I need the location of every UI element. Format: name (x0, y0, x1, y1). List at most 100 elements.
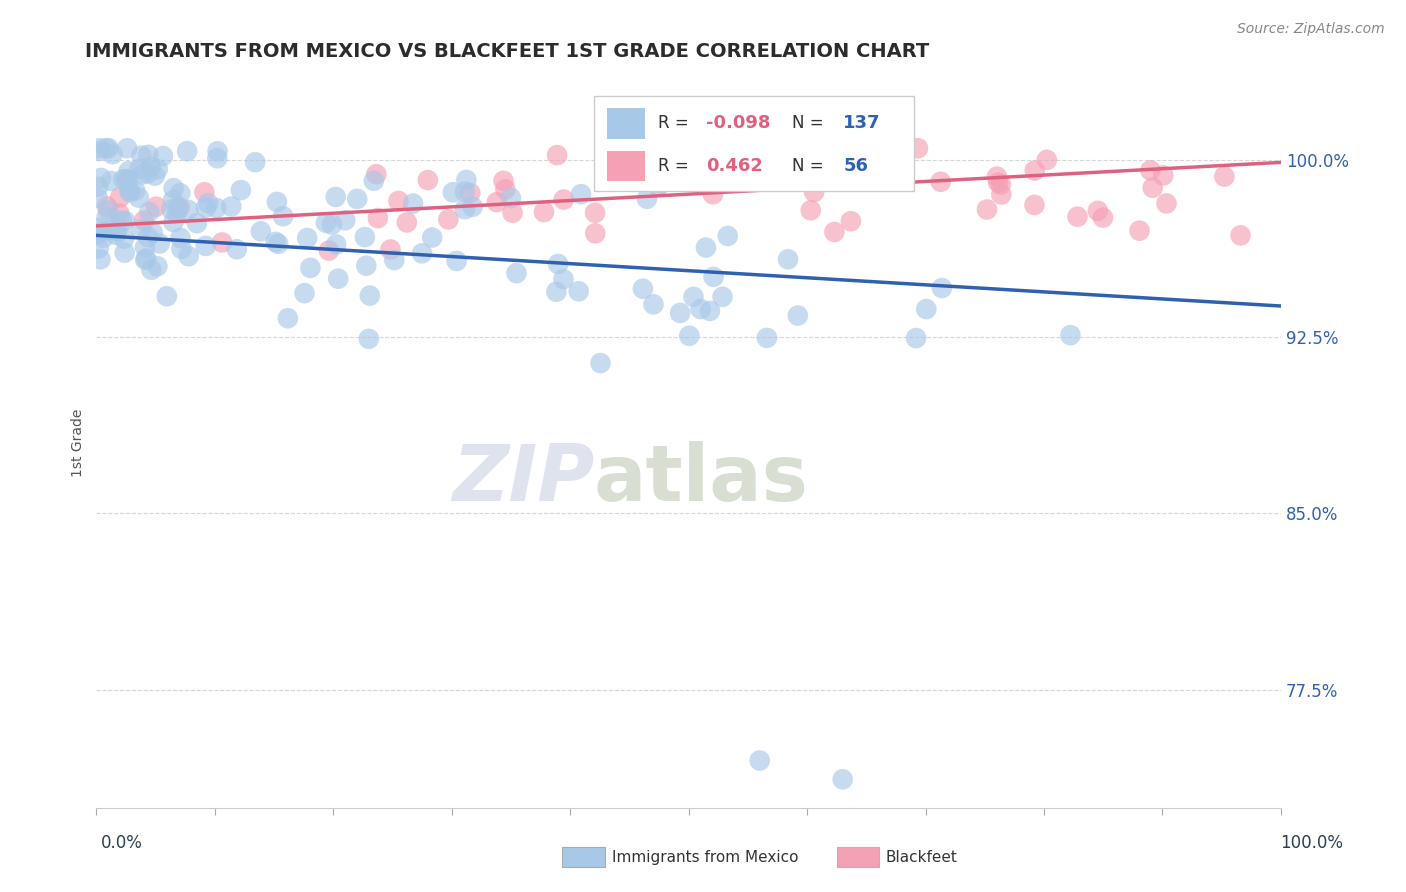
Point (695, 241, 717, 255)
Point (205, 201, 228, 215)
Point (299, 260, 322, 275)
Point (832, 169, 855, 183)
Point (699, 304, 721, 318)
Point (929, 175, 952, 189)
Point (135, 252, 157, 266)
Point (98, 223, 121, 237)
Point (387, 194, 409, 208)
Point (96, 199, 118, 213)
Point (267, 236, 290, 251)
Point (682, 290, 704, 304)
Point (134, 240, 156, 254)
Point (357, 332, 380, 346)
Point (416, 173, 439, 187)
Point (193, 186, 215, 200)
Point (117, 172, 139, 186)
Point (142, 226, 165, 240)
Point (325, 190, 347, 204)
Point (117, 164, 139, 178)
Point (976, 202, 998, 217)
Point (990, 187, 1012, 202)
Point (177, 202, 200, 217)
Point (367, 211, 389, 225)
Point (461, 200, 484, 214)
Point (86, 227, 108, 241)
Point (831, 772, 853, 787)
Text: Immigrants from Mexico: Immigrants from Mexico (612, 850, 799, 864)
Point (124, 184, 146, 198)
Point (458, 186, 481, 200)
Y-axis label: 1st Grade: 1st Grade (72, 409, 86, 477)
Point (277, 311, 299, 326)
Point (136, 148, 159, 162)
Point (1229, 228, 1251, 243)
Point (136, 230, 159, 244)
Point (583, 206, 606, 220)
Point (114, 245, 136, 260)
Point (402, 196, 425, 211)
Point (96, 141, 118, 155)
Point (128, 161, 150, 176)
Point (321, 218, 343, 232)
Point (547, 257, 569, 271)
Point (702, 187, 724, 202)
Point (229, 183, 252, 197)
Point (131, 168, 153, 182)
Point (553, 272, 575, 286)
Point (120, 186, 142, 200)
Point (87, 221, 110, 235)
Point (363, 174, 385, 188)
Point (87, 242, 110, 256)
Point (492, 174, 515, 188)
Point (1213, 169, 1236, 184)
Point (382, 253, 405, 268)
Point (990, 178, 1012, 192)
Point (485, 195, 508, 210)
Point (134, 252, 156, 267)
Point (1139, 163, 1161, 178)
Point (86, 191, 108, 205)
Point (138, 205, 160, 219)
Point (1066, 210, 1088, 224)
Point (250, 224, 273, 238)
Point (583, 227, 606, 241)
Point (441, 186, 464, 200)
Point (145, 200, 167, 214)
Point (96, 211, 118, 225)
Point (294, 286, 316, 301)
Point (669, 306, 692, 320)
Point (359, 288, 381, 302)
Point (647, 179, 669, 194)
Point (108, 206, 131, 220)
Point (89, 252, 111, 267)
Point (931, 281, 953, 295)
Point (354, 230, 377, 244)
Point (169, 231, 191, 245)
Point (755, 331, 778, 345)
Point (162, 193, 184, 207)
Point (411, 246, 433, 260)
Point (907, 141, 929, 155)
Point (139, 160, 162, 174)
Point (176, 144, 198, 158)
Point (245, 155, 267, 169)
Point (494, 182, 516, 196)
Point (905, 331, 928, 345)
Point (114, 214, 136, 228)
Text: IMMIGRANTS FROM MEXICO VS BLACKFEET 1ST GRADE CORRELATION CHART: IMMIGRANTS FROM MEXICO VS BLACKFEET 1ST … (84, 42, 929, 61)
Point (1091, 211, 1114, 225)
Point (824, 168, 846, 182)
Point (823, 225, 845, 239)
Point (162, 181, 184, 195)
Point (118, 183, 141, 197)
Point (986, 169, 1008, 184)
Point (91, 225, 114, 239)
Point (266, 194, 288, 209)
Point (160, 202, 183, 217)
Point (346, 192, 368, 206)
Point (93, 231, 115, 245)
Point (1024, 198, 1046, 212)
Point (90, 171, 112, 186)
Point (264, 235, 287, 249)
Point (499, 191, 522, 205)
